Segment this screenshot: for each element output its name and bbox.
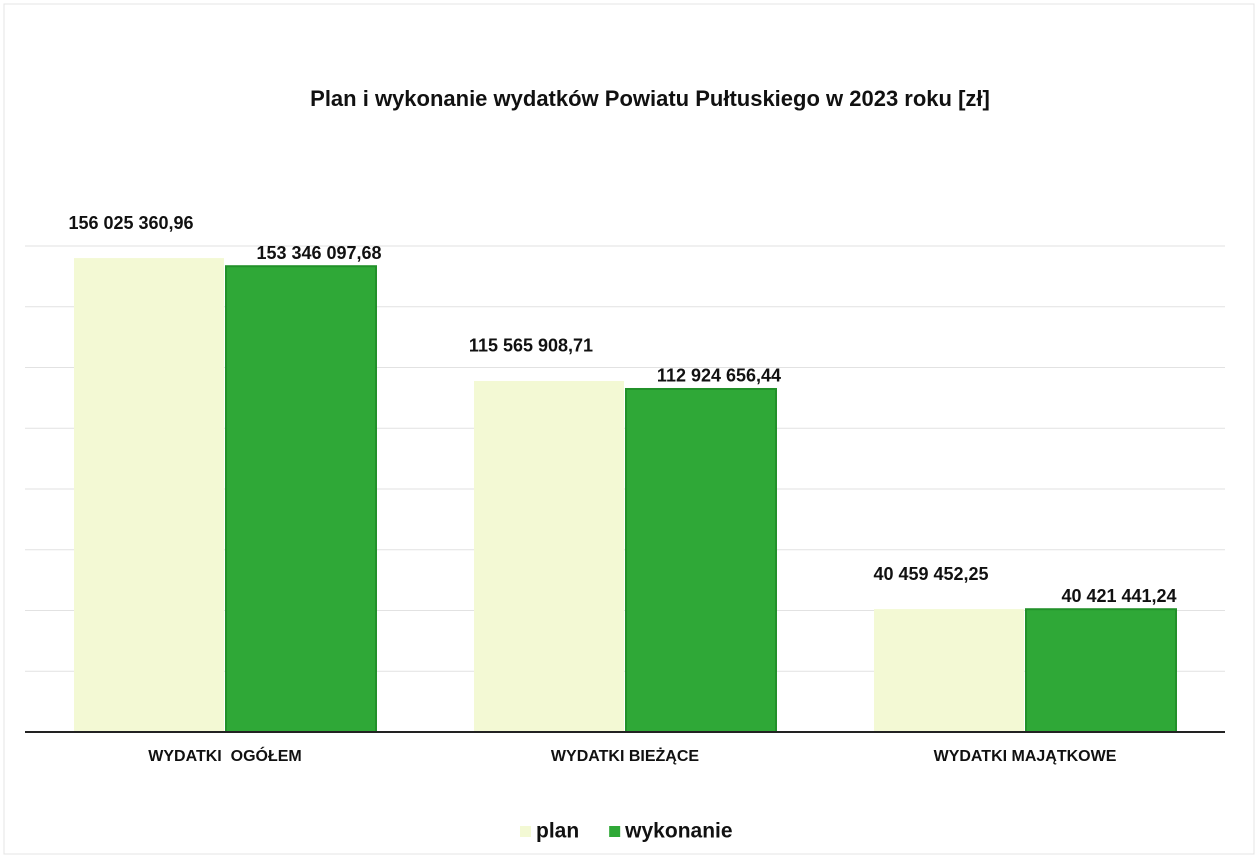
legend-label: plan [536,820,579,843]
legend-swatch [609,826,621,837]
chart-title: Plan i wykonanie wydatków Powiatu Pułtus… [310,86,990,111]
bar [74,258,224,732]
bar [225,265,377,733]
value-label: 115 565 908,71 [469,336,593,356]
x-tick-label: WYDATKI BIEŻĄCE [551,747,699,765]
bar [474,380,624,732]
bar [1025,608,1177,733]
value-label: 156 025 360,96 [68,213,193,233]
value-label: 40 421 441,24 [1061,586,1176,606]
bar [874,609,1024,732]
bar [625,387,777,733]
value-label: 153 346 097,68 [256,243,381,263]
x-tick-label: WYDATKI MAJĄTKOWE [934,748,1117,765]
legend-label: wykonanie [624,820,732,843]
value-label: 40 459 452,25 [873,564,988,584]
x-tick-label: WYDATKI OGÓŁEM [148,746,301,765]
legend-swatch [520,826,531,837]
value-label: 112 924 656,44 [657,366,781,386]
